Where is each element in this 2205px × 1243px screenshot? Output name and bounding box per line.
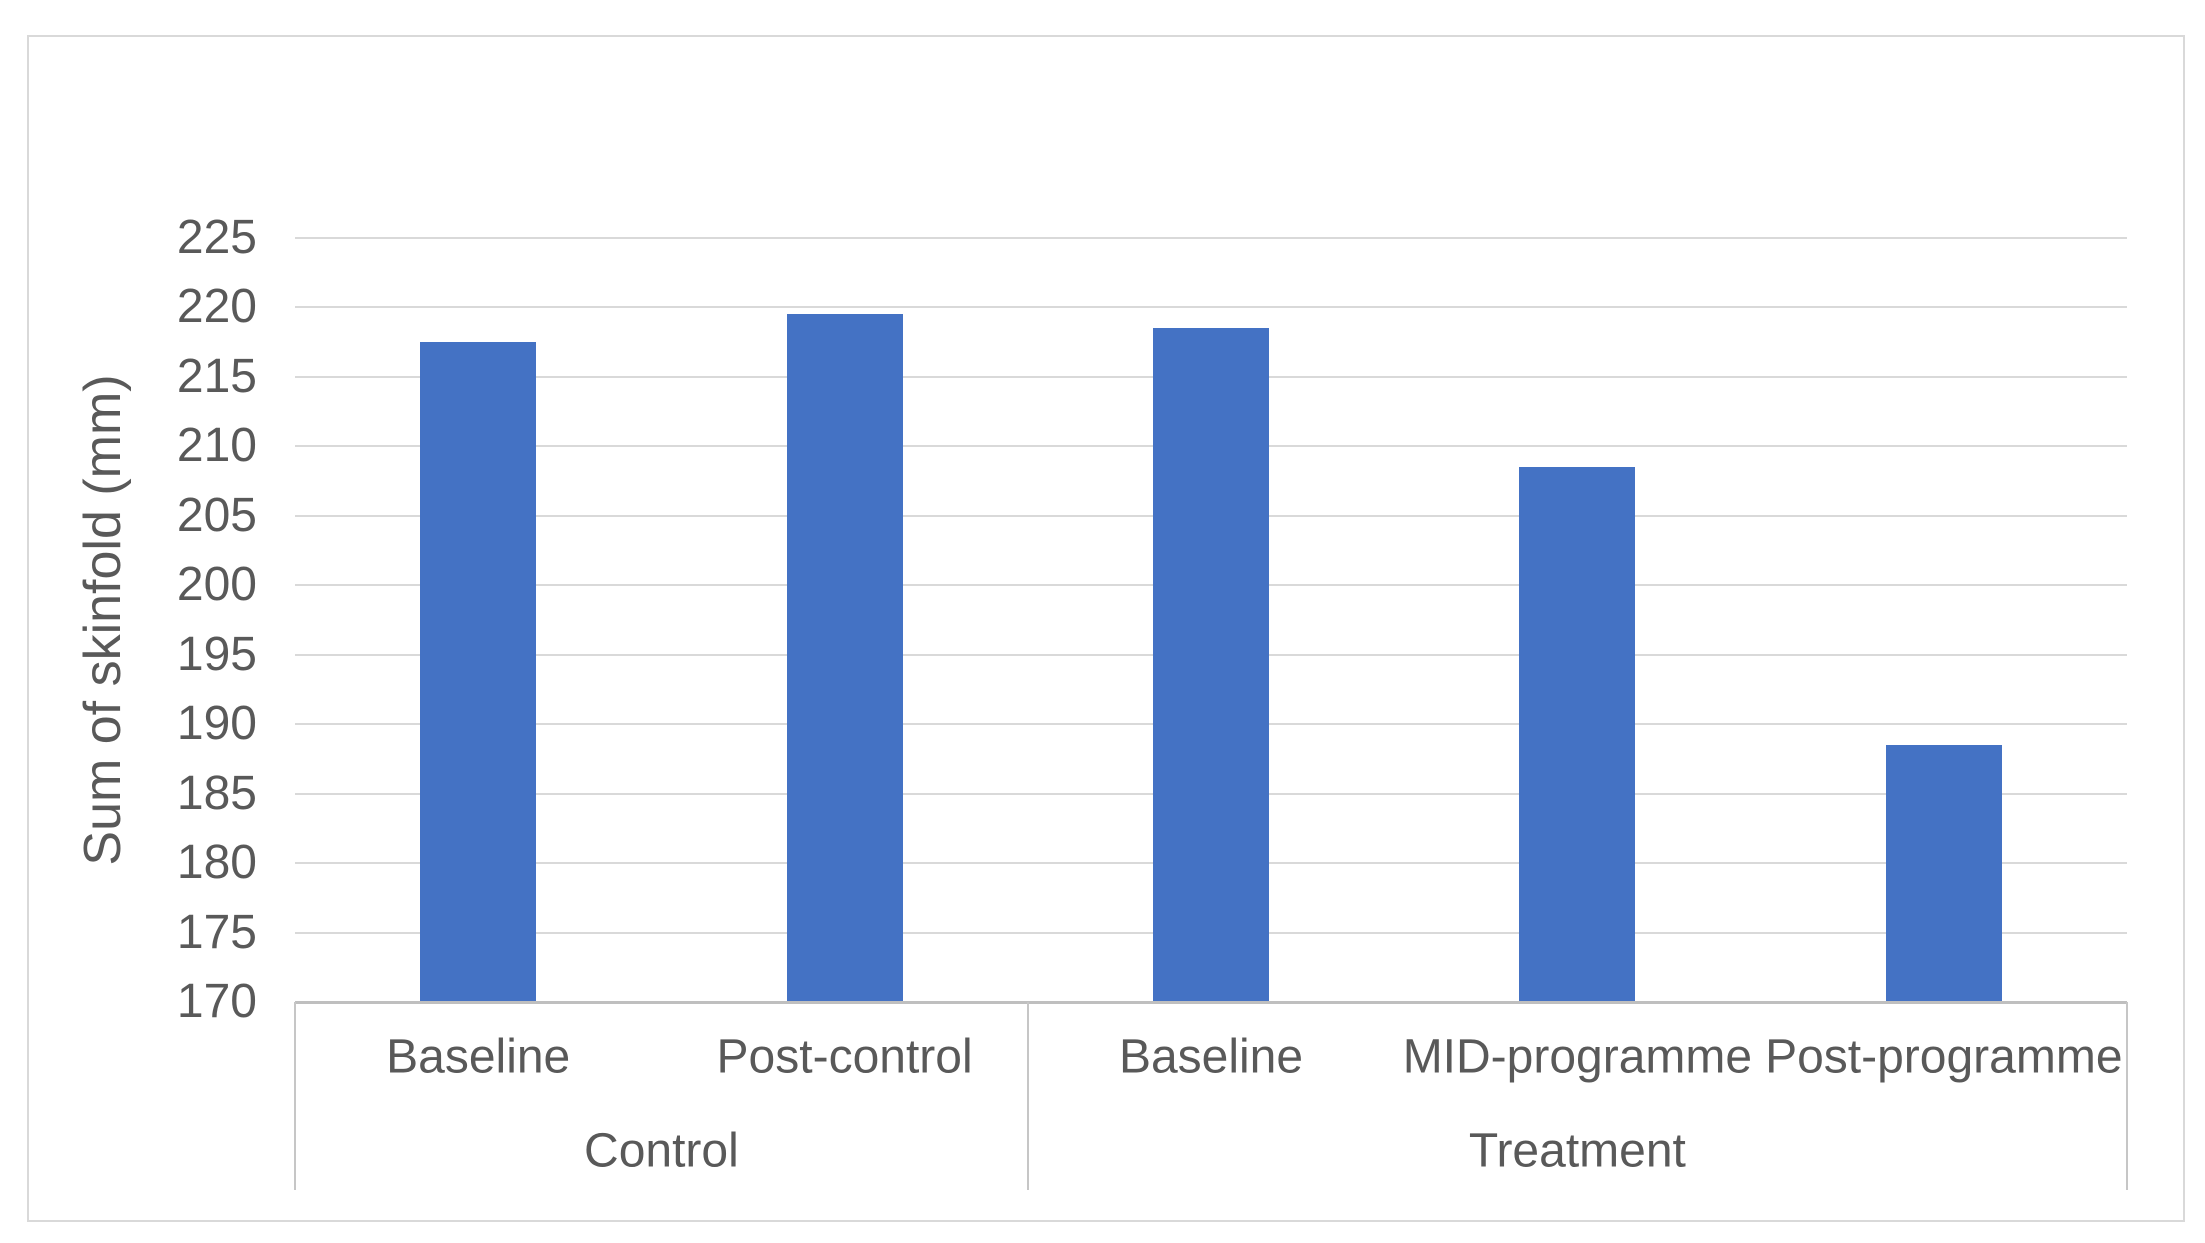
y-tick-label-225: 225 bbox=[176, 211, 257, 264]
label-area-right-border bbox=[2126, 1002, 2128, 1190]
x-category-label-3: MID-programme bbox=[1402, 1030, 1753, 1084]
y-tick-label-210: 210 bbox=[176, 419, 257, 473]
label-area-left-border bbox=[294, 1002, 296, 1190]
bar-baseline-0 bbox=[420, 342, 537, 1002]
group-divider bbox=[1026, 1002, 1029, 1190]
bar-mid-programme-3 bbox=[1519, 467, 1636, 1002]
gridline-y-220 bbox=[295, 306, 2127, 309]
y-tick-label-215: 215 bbox=[176, 349, 257, 403]
x-category-label-0: Baseline bbox=[386, 1030, 571, 1084]
gridline-y-225 bbox=[295, 237, 2127, 239]
y-tick-label-195: 195 bbox=[176, 627, 257, 681]
x-group-label-treatment: Treatment bbox=[1468, 1124, 1686, 1178]
y-tick-label-220: 220 bbox=[176, 280, 257, 334]
y-tick-label-200: 200 bbox=[176, 558, 257, 612]
bar-post-control-1 bbox=[786, 314, 903, 1002]
x-category-label-4: Post-programme bbox=[1765, 1030, 2123, 1084]
x-group-label-control: Control bbox=[584, 1124, 739, 1178]
chart-outer-border bbox=[27, 35, 2185, 1222]
y-tick-label-205: 205 bbox=[176, 488, 257, 542]
x-category-label-1: Post-control bbox=[716, 1030, 973, 1084]
y-tick-label-170: 170 bbox=[176, 975, 257, 1028]
y-tick-label-185: 185 bbox=[176, 766, 257, 820]
x-axis-line bbox=[295, 1001, 2127, 1004]
y-tick-label-190: 190 bbox=[176, 697, 257, 751]
y-tick-label-175: 175 bbox=[176, 905, 257, 959]
y-tick-label-180: 180 bbox=[176, 836, 257, 890]
x-category-label-2: Baseline bbox=[1118, 1030, 1304, 1084]
bar-post-programme-4 bbox=[1885, 745, 2002, 1002]
bar-baseline-2 bbox=[1153, 328, 1269, 1002]
